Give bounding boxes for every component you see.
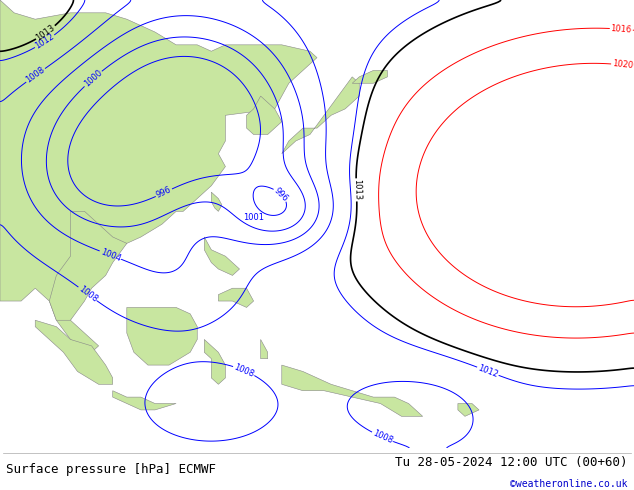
Text: 1008: 1008 xyxy=(24,66,47,85)
Text: Tu 28-05-2024 12:00 UTC (00+60): Tu 28-05-2024 12:00 UTC (00+60) xyxy=(395,456,628,469)
Text: ©weatheronline.co.uk: ©weatheronline.co.uk xyxy=(510,479,628,489)
Text: 1013: 1013 xyxy=(352,179,361,200)
Polygon shape xyxy=(204,237,240,275)
Text: 1000: 1000 xyxy=(82,69,104,89)
Text: 1004: 1004 xyxy=(99,247,122,263)
Text: 996: 996 xyxy=(272,186,290,203)
Polygon shape xyxy=(353,71,387,83)
Text: 1012: 1012 xyxy=(34,32,56,51)
Text: 1008: 1008 xyxy=(233,362,256,379)
Text: 1001: 1001 xyxy=(243,213,264,222)
Text: 996: 996 xyxy=(155,185,173,200)
Text: 1008: 1008 xyxy=(77,284,99,304)
Polygon shape xyxy=(218,288,254,307)
Polygon shape xyxy=(0,0,317,352)
Text: 1013: 1013 xyxy=(34,23,57,43)
Text: 1016: 1016 xyxy=(611,24,632,34)
Polygon shape xyxy=(281,365,423,416)
Text: Surface pressure [hPa] ECMWF: Surface pressure [hPa] ECMWF xyxy=(6,463,216,476)
Polygon shape xyxy=(204,340,226,384)
Polygon shape xyxy=(281,77,359,154)
Polygon shape xyxy=(113,391,176,410)
Polygon shape xyxy=(458,404,479,416)
Polygon shape xyxy=(49,211,127,320)
Polygon shape xyxy=(261,340,268,359)
Polygon shape xyxy=(36,320,113,384)
Polygon shape xyxy=(127,307,197,365)
Polygon shape xyxy=(211,192,222,211)
Text: 1020: 1020 xyxy=(612,59,633,71)
Text: 1008: 1008 xyxy=(371,429,394,445)
Text: 1012: 1012 xyxy=(477,363,500,379)
Polygon shape xyxy=(247,96,281,135)
